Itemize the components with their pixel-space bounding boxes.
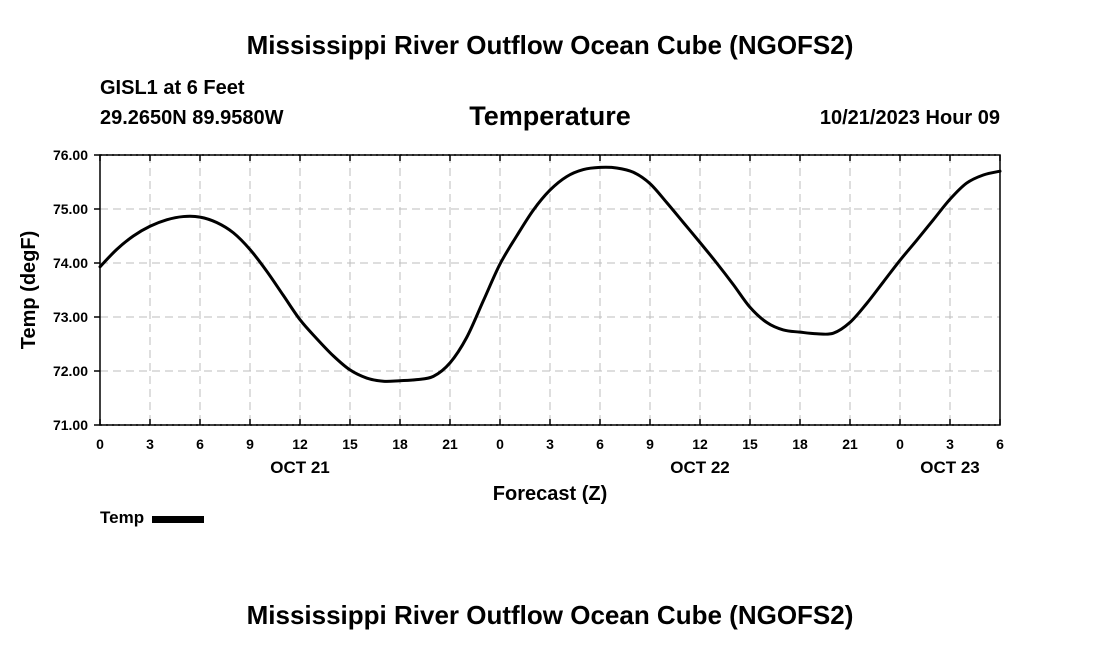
x-tick-label: 12: [292, 436, 308, 452]
axis-ticks: [94, 154, 1001, 426]
footer-title: Mississippi River Outflow Ocean Cube (NG…: [246, 600, 854, 630]
legend-swatch: [152, 516, 205, 523]
y-tick-label: 75.00: [53, 201, 88, 217]
date-label: OCT 21: [270, 458, 330, 477]
legend-label: Temp: [100, 508, 145, 527]
station-label: GISL1 at 6 Feet: [100, 77, 245, 99]
chart-title: Temperature: [469, 101, 631, 131]
date-label: OCT 22: [670, 458, 730, 477]
x-tick-label: 21: [442, 436, 458, 452]
page-title: Mississippi River Outflow Ocean Cube (NG…: [246, 30, 854, 60]
y-tick-label: 72.00: [53, 363, 88, 379]
x-tick-label: 21: [842, 436, 858, 452]
x-axis-title: Forecast (Z): [493, 483, 607, 505]
series-line-temp: [98, 165, 1002, 383]
y-tick-label: 73.00: [53, 309, 88, 325]
date-label: OCT 23: [920, 458, 980, 477]
x-tick-label: 3: [546, 436, 554, 452]
axis-labels: 71.00 72.00 73.00 74.00 75.00 76.00 0 3 6 9 12 15 18…: [53, 147, 1004, 477]
x-tick-label: 9: [246, 436, 254, 452]
run-time-label: 10/21/2023 Hour 09: [819, 107, 1000, 129]
x-tick-label: 0: [896, 436, 904, 452]
legend: Temp: [100, 508, 205, 528]
x-tick-label: 15: [742, 436, 758, 452]
y-tick-label: 76.00: [53, 147, 88, 163]
x-tick-label: 6: [596, 436, 604, 452]
coordinates-label: 29.2650N 89.9580W: [100, 107, 284, 129]
x-tick-label: 18: [392, 436, 408, 452]
x-tick-label: 3: [146, 436, 154, 452]
y-tick-label: 74.00: [53, 255, 88, 271]
x-tick-label: 6: [996, 436, 1004, 452]
x-tick-label: 18: [792, 436, 808, 452]
y-axis-title: Temp (degF): [18, 231, 40, 350]
x-tick-label: 12: [692, 436, 708, 452]
y-tick-label: 71.00: [53, 417, 88, 433]
x-tick-label: 0: [496, 436, 504, 452]
x-tick-label: 6: [196, 436, 204, 452]
x-tick-label: 9: [646, 436, 654, 452]
x-tick-label: 0: [96, 436, 104, 452]
grid: [100, 154, 1000, 426]
x-tick-label: 3: [946, 436, 954, 452]
x-tick-label: 15: [342, 436, 358, 452]
